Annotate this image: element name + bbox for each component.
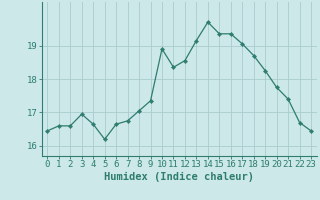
- X-axis label: Humidex (Indice chaleur): Humidex (Indice chaleur): [104, 172, 254, 182]
